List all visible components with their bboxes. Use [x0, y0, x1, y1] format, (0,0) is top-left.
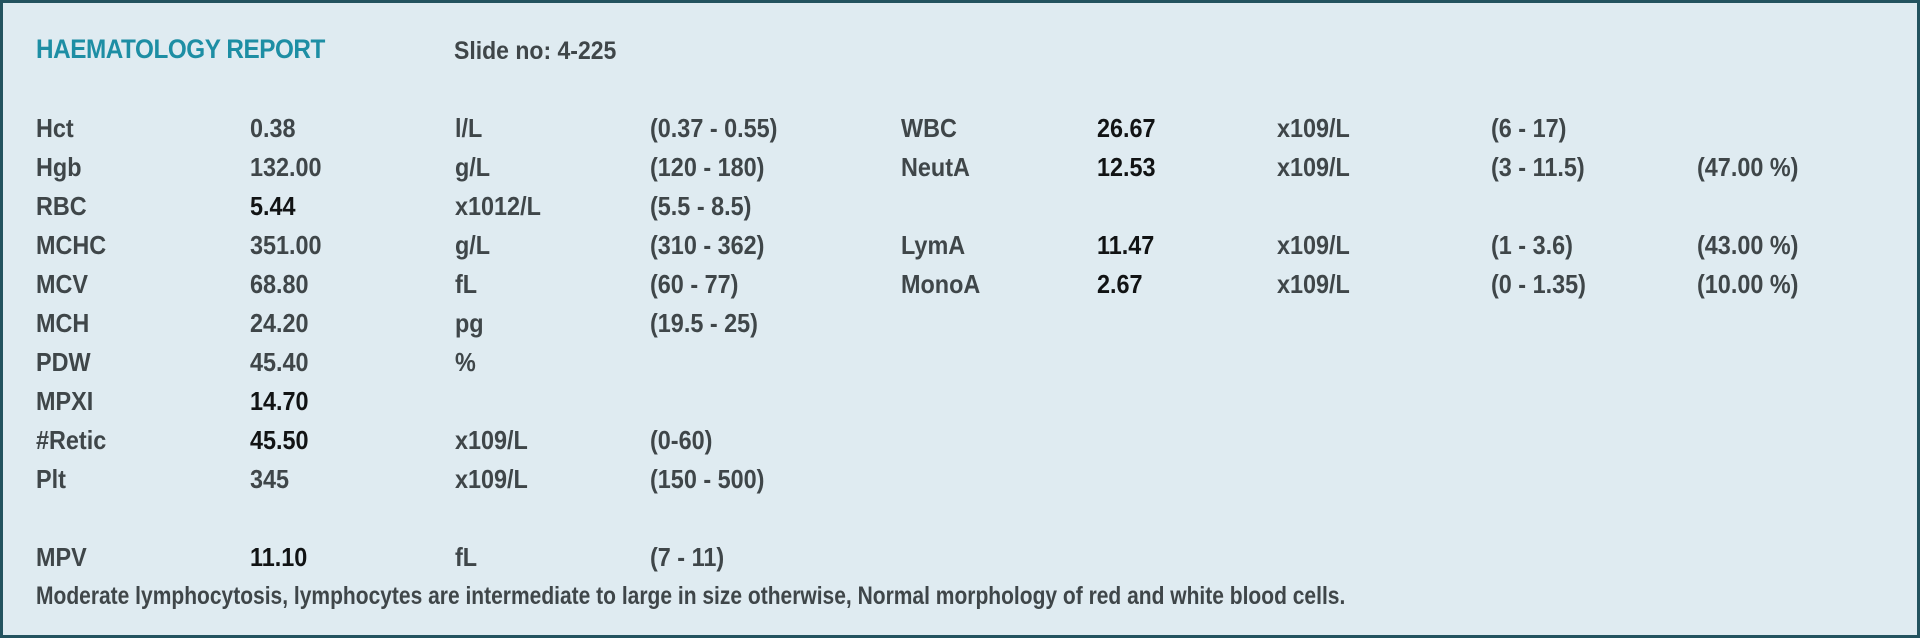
test-value-flagged: 11.10: [250, 542, 308, 572]
test-value: 24.20: [250, 308, 309, 338]
result-row-mpxi: MPXI 14.70: [3, 382, 1903, 421]
result-row-pdw: PDW 45.40 %: [3, 343, 1903, 382]
test-name: WBC: [901, 113, 957, 143]
reference-range: (120 - 180): [650, 152, 765, 182]
test-unit: pg: [455, 308, 484, 338]
result-row-blank: [3, 499, 1903, 538]
reference-range: (0-60): [650, 425, 713, 455]
test-name: MPV: [36, 542, 87, 572]
test-name: MCV: [36, 269, 89, 299]
reference-range: (0 - 1.35): [1491, 269, 1586, 299]
test-unit: %: [455, 347, 476, 377]
differential-percent: (10.00 %): [1697, 269, 1799, 299]
reference-range: (5.5 - 8.5): [650, 191, 752, 221]
test-unit: x109/L: [1277, 269, 1350, 299]
test-name: NeutA: [901, 152, 970, 182]
slide-number: Slide no: 4-225: [454, 37, 617, 65]
report-comment: Moderate lymphocytosis, lymphocytes are …: [36, 582, 1346, 610]
test-unit: x109/L: [1277, 113, 1350, 143]
test-value-flagged: 12.53: [1097, 152, 1156, 182]
result-row-hct: Hct 0.38 l/L (0.37 - 0.55) WBC 26.67 x10…: [3, 109, 1903, 148]
test-unit: g/L: [455, 152, 491, 182]
test-value-flagged: 26.67: [1097, 113, 1156, 143]
test-name: MonoA: [901, 269, 981, 299]
result-row-retic: #Retic 45.50 x109/L (0-60): [3, 421, 1903, 460]
result-row-hgb: Hgb 132.00 g/L (120 - 180) NeutA 12.53 x…: [3, 148, 1903, 187]
test-unit: g/L: [455, 230, 491, 260]
test-name: MPXI: [36, 386, 94, 416]
test-value-flagged: 14.70: [250, 386, 309, 416]
test-value: 45.40: [250, 347, 309, 377]
result-row-mchc: MCHC 351.00 g/L (310 - 362) LymA 11.47 x…: [3, 226, 1903, 265]
test-unit: x1012/L: [455, 191, 541, 221]
test-name: #Retic: [36, 425, 107, 455]
differential-percent: (47.00 %): [1697, 152, 1799, 182]
test-value: 68.80: [250, 269, 309, 299]
reference-range: (1 - 3.6): [1491, 230, 1573, 260]
test-name: Plt: [36, 464, 66, 494]
result-row-mpv: MPV 11.10 fL (7 - 11): [3, 538, 1903, 577]
test-unit: x109/L: [1277, 152, 1350, 182]
reference-range: (60 - 77): [650, 269, 739, 299]
test-value-flagged: 11.47: [1097, 230, 1155, 260]
test-value-flagged: 5.44: [250, 191, 296, 221]
reference-range: (0.37 - 0.55): [650, 113, 778, 143]
test-unit: x109/L: [455, 425, 528, 455]
reference-range: (3 - 11.5): [1491, 152, 1585, 182]
reference-range: (6 - 17): [1491, 113, 1567, 143]
test-value-flagged: 2.67: [1097, 269, 1143, 299]
test-unit: fL: [455, 542, 478, 572]
reference-range: (310 - 362): [650, 230, 765, 260]
test-name: Hct: [36, 113, 74, 143]
report-title: HAEMATOLOGY REPORT: [36, 34, 325, 64]
test-unit: l/L: [455, 113, 483, 143]
test-value: 0.38: [250, 113, 296, 143]
test-name: Hgb: [36, 152, 82, 182]
result-row-plt: Plt 345 x109/L (150 - 500): [3, 460, 1903, 499]
reference-range: (19.5 - 25): [650, 308, 758, 338]
test-unit: x109/L: [1277, 230, 1350, 260]
result-row-rbc: RBC 5.44 x1012/L (5.5 - 8.5): [3, 187, 1903, 226]
test-name: PDW: [36, 347, 91, 377]
reference-range: (7 - 11): [650, 542, 725, 572]
reference-range: (150 - 500): [650, 464, 765, 494]
test-name: LymA: [901, 230, 966, 260]
result-row-mch: MCH 24.20 pg (19.5 - 25): [3, 304, 1903, 343]
test-value: 351.00: [250, 230, 322, 260]
result-row-mcv: MCV 68.80 fL (60 - 77) MonoA 2.67 x109/L…: [3, 265, 1903, 304]
test-unit: x109/L: [455, 464, 528, 494]
test-name: MCHC: [36, 230, 107, 260]
differential-percent: (43.00 %): [1697, 230, 1799, 260]
test-value-flagged: 45.50: [250, 425, 309, 455]
test-value: 132.00: [250, 152, 322, 182]
test-name: MCH: [36, 308, 90, 338]
test-unit: fL: [455, 269, 478, 299]
test-name: RBC: [36, 191, 87, 221]
test-value: 345: [250, 464, 290, 494]
